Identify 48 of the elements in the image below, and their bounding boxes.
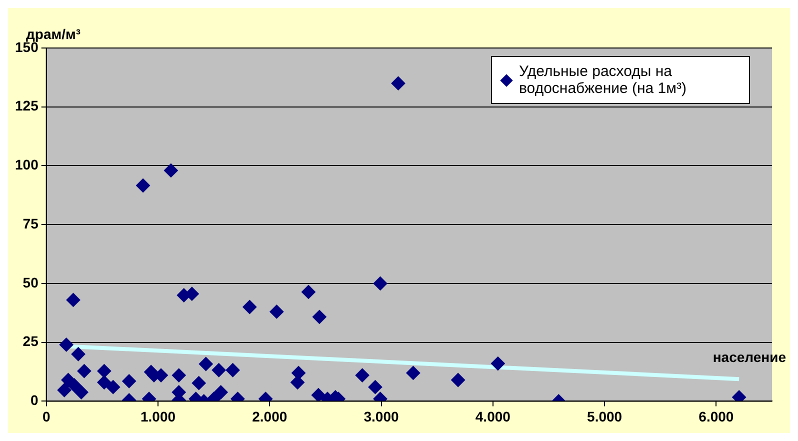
point — [368, 380, 382, 394]
point — [59, 338, 74, 352]
point — [74, 385, 88, 400]
point — [451, 373, 466, 388]
y-tick-label: 25 — [22, 333, 39, 350]
point — [164, 163, 178, 178]
legend-label: Удельные расходы на водоснабжение (на 1м³) — [519, 63, 688, 97]
point — [67, 378, 82, 392]
point — [192, 376, 206, 390]
x-tick-label: 4.000 — [475, 408, 511, 424]
x-tick-label: 0 — [42, 408, 50, 424]
point — [270, 304, 284, 319]
point — [97, 375, 112, 390]
point — [490, 356, 505, 371]
point — [214, 385, 228, 400]
y-tick-label: 0 — [30, 392, 39, 408]
point — [57, 383, 72, 398]
point — [97, 364, 112, 378]
y-tick-label: 100 — [15, 156, 39, 173]
point — [290, 375, 305, 390]
y-tick-label: 125 — [15, 98, 39, 114]
point — [242, 300, 257, 314]
point — [212, 363, 226, 378]
point — [391, 76, 406, 90]
x-tick-label: 2.000 — [252, 408, 288, 424]
point — [122, 374, 136, 388]
point — [106, 380, 120, 394]
y-tick-label: 75 — [22, 215, 39, 232]
point — [71, 347, 86, 362]
point — [406, 366, 420, 380]
point — [292, 366, 306, 380]
point — [136, 178, 150, 193]
point — [301, 284, 316, 299]
point — [373, 276, 388, 290]
x-tick-label: 3.000 — [364, 408, 399, 424]
y-tick-label: 50 — [22, 274, 39, 290]
point — [312, 310, 326, 324]
point — [198, 356, 213, 371]
x-axis-title: население — [712, 349, 786, 366]
x-tick-label: 5.000 — [587, 408, 622, 424]
x-tick-label: 6.000 — [698, 408, 734, 424]
point — [311, 388, 326, 402]
x-tick-label: 1.000 — [140, 408, 176, 424]
point — [77, 364, 92, 378]
point — [226, 363, 240, 378]
point — [66, 292, 80, 307]
point — [355, 368, 370, 382]
point — [172, 368, 186, 382]
